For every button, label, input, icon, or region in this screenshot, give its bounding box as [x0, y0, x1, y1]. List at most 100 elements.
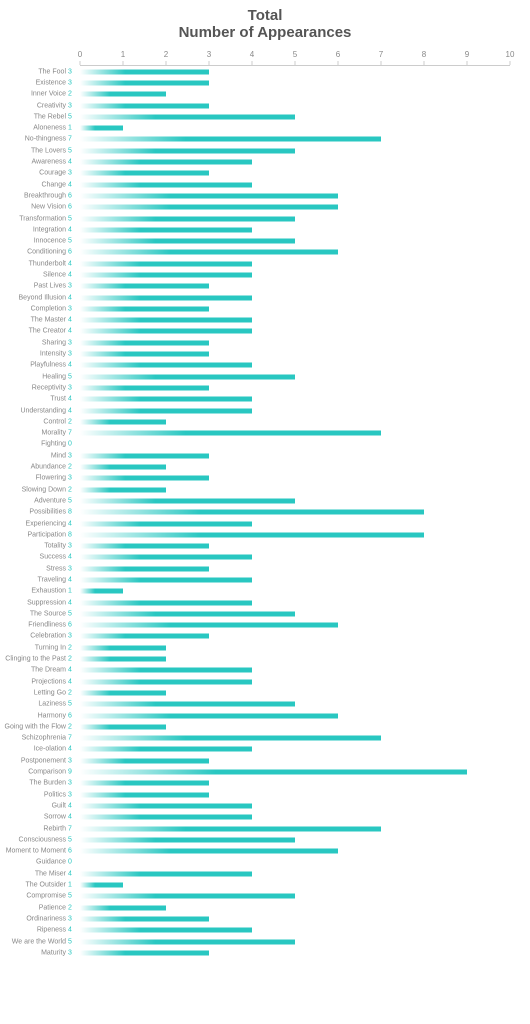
bar [80, 849, 338, 854]
row-value: 3 [68, 339, 78, 346]
row-value: 5 [68, 701, 78, 708]
row-value: 2 [68, 904, 78, 911]
row-value: 3 [68, 757, 78, 764]
bar-row: Past Lives3 [80, 281, 510, 292]
bar-row: Intensity3 [80, 348, 510, 359]
row-label: The Fool [38, 68, 66, 75]
bar-row: Innocence5 [80, 235, 510, 246]
bar-row: Playfulness4 [80, 360, 510, 371]
row-value: 4 [68, 294, 78, 301]
bar-row: Possibilities8 [80, 507, 510, 518]
bar-row: Success4 [80, 552, 510, 563]
bar-row: Mind3 [80, 450, 510, 461]
row-value: 5 [68, 147, 78, 154]
bar [80, 148, 295, 153]
row-value: 4 [68, 226, 78, 233]
bar [80, 510, 424, 515]
bar-row: The Dream4 [80, 665, 510, 676]
row-value: 2 [68, 91, 78, 98]
bar [80, 589, 123, 594]
row-label: Postponement [21, 757, 66, 764]
row-label: Thunderbolt [29, 260, 66, 267]
row-label: Ripeness [37, 927, 66, 934]
row-label: Turning In [35, 644, 66, 651]
chart-title: Total Number of Appearances [0, 0, 530, 45]
row-value: 3 [68, 170, 78, 177]
bar [80, 566, 209, 571]
bar [80, 352, 209, 357]
row-label: Abundance [31, 464, 66, 471]
row-value: 3 [68, 633, 78, 640]
bar-row: Transformation5 [80, 213, 510, 224]
bar [80, 487, 166, 492]
row-value: 3 [68, 915, 78, 922]
bar [80, 114, 295, 119]
row-value: 4 [68, 520, 78, 527]
row-label: Experiencing [26, 520, 66, 527]
bar [80, 498, 295, 503]
row-value: 4 [68, 260, 78, 267]
row-value: 8 [68, 509, 78, 516]
bar-row: Friendliness6 [80, 620, 510, 631]
row-value: 2 [68, 644, 78, 651]
bar [80, 193, 338, 198]
bar-row: The Creator4 [80, 326, 510, 337]
bar [80, 160, 252, 165]
bar-row: Completion3 [80, 303, 510, 314]
row-value: 2 [68, 418, 78, 425]
bar-row: Integration4 [80, 224, 510, 235]
row-label: Moment to Moment [6, 848, 66, 855]
row-value: 1 [68, 588, 78, 595]
bar-row: Traveling4 [80, 574, 510, 585]
bar-row: Healing5 [80, 371, 510, 382]
row-value: 4 [68, 927, 78, 934]
bar [80, 883, 123, 888]
row-value: 6 [68, 622, 78, 629]
bar [80, 770, 467, 775]
row-value: 4 [68, 396, 78, 403]
bar-row: Trust4 [80, 394, 510, 405]
row-label: Fighting [41, 441, 66, 448]
appearances-bar-chart: Total Number of Appearances 012345678910… [0, 0, 530, 958]
bar-row: Turning In2 [80, 642, 510, 653]
row-label: Slowing Down [22, 486, 66, 493]
bar [80, 532, 424, 537]
bar [80, 668, 252, 673]
bar-row: Patience2 [80, 902, 510, 913]
row-value: 6 [68, 848, 78, 855]
row-label: Existence [36, 79, 66, 86]
bar-row: Aloneness1 [80, 122, 510, 133]
row-label: Healing [42, 373, 66, 380]
bar [80, 634, 209, 639]
row-label: Integration [33, 226, 66, 233]
bar [80, 713, 338, 718]
row-label: Trust [50, 396, 66, 403]
chart-title-line1: Total [0, 8, 530, 25]
row-label: Exhaustion [31, 588, 66, 595]
row-value: 4 [68, 554, 78, 561]
x-tick-mark [467, 61, 468, 65]
row-value: 3 [68, 68, 78, 75]
row-label: The Rebel [34, 113, 66, 120]
bar [80, 69, 209, 74]
bar-row: Guilt4 [80, 800, 510, 811]
row-value: 3 [68, 452, 78, 459]
bar-row: New Vision6 [80, 202, 510, 213]
bar [80, 826, 381, 831]
row-label: Possibilities [29, 509, 66, 516]
row-label: The Master [31, 317, 66, 324]
bar-row: Maturity3 [80, 947, 510, 958]
bar-row: Suppression4 [80, 597, 510, 608]
row-label: Adventure [34, 497, 66, 504]
row-value: 4 [68, 407, 78, 414]
row-value: 3 [68, 79, 78, 86]
bar [80, 385, 209, 390]
bar [80, 250, 338, 255]
row-label: Traveling [37, 577, 66, 584]
x-tick-mark [166, 61, 167, 65]
bar-row: Rebirth7 [80, 823, 510, 834]
row-label: Ordinariness [26, 915, 66, 922]
row-label: Morality [41, 430, 66, 437]
x-tick-label: 5 [285, 49, 305, 61]
bar-row: The Source5 [80, 608, 510, 619]
